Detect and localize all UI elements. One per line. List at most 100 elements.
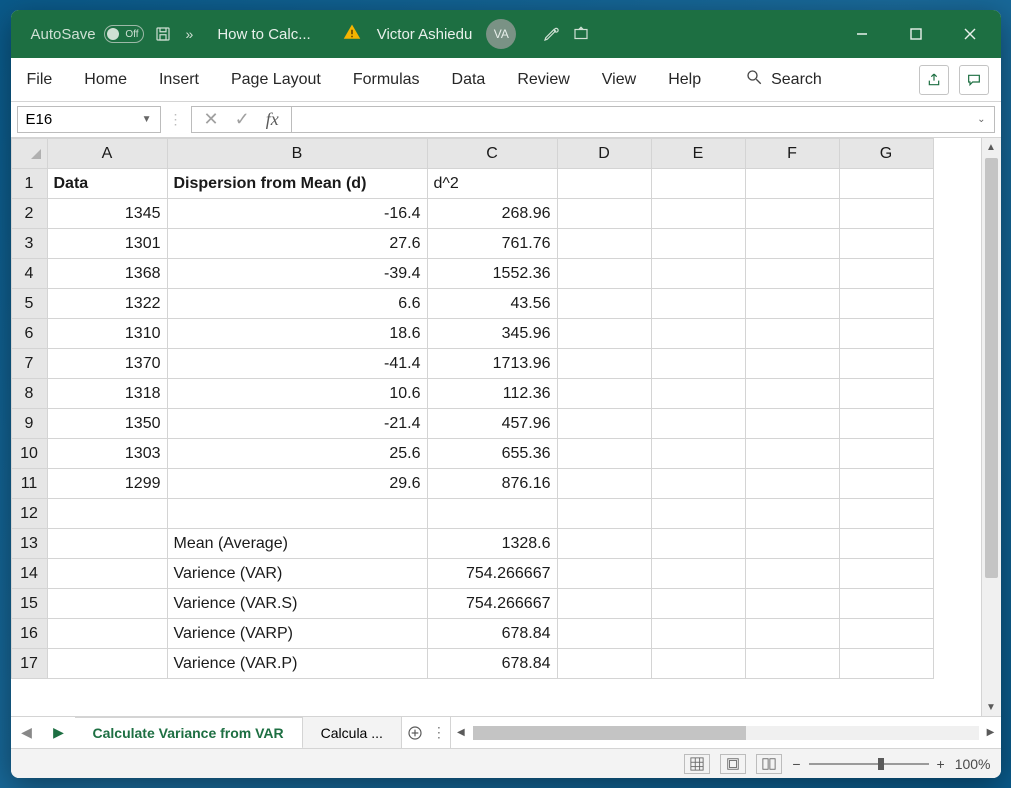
cell[interactable] [651, 349, 745, 379]
cell[interactable] [557, 559, 651, 589]
select-all-corner[interactable] [11, 139, 47, 169]
cell[interactable] [557, 529, 651, 559]
hscroll-right-icon[interactable]: ▶ [981, 727, 1001, 738]
sheet-tab-next[interactable]: Calcula ... [303, 717, 402, 748]
row-header[interactable]: 13 [11, 529, 47, 559]
cell[interactable] [557, 319, 651, 349]
cell[interactable] [839, 469, 933, 499]
cell[interactable]: -39.4 [167, 259, 427, 289]
cell[interactable]: 1318 [47, 379, 167, 409]
cell[interactable]: 1350 [47, 409, 167, 439]
cell[interactable] [557, 499, 651, 529]
cell[interactable] [839, 649, 933, 679]
cell[interactable]: 1310 [47, 319, 167, 349]
row-header[interactable]: 4 [11, 259, 47, 289]
row-header[interactable]: 14 [11, 559, 47, 589]
cell[interactable] [745, 349, 839, 379]
row-header[interactable]: 15 [11, 589, 47, 619]
row-header[interactable]: 3 [11, 229, 47, 259]
cell[interactable]: 1713.96 [427, 349, 557, 379]
row-header[interactable]: 8 [11, 379, 47, 409]
cell[interactable] [557, 259, 651, 289]
cell[interactable]: 761.76 [427, 229, 557, 259]
tab-review[interactable]: Review [513, 65, 573, 95]
col-header[interactable]: E [651, 139, 745, 169]
cell[interactable] [839, 319, 933, 349]
tab-help[interactable]: Help [664, 65, 705, 95]
cell[interactable] [651, 559, 745, 589]
hscroll-thumb[interactable] [473, 726, 746, 740]
cell[interactable]: 678.84 [427, 619, 557, 649]
cell[interactable] [557, 229, 651, 259]
cell[interactable] [557, 469, 651, 499]
cell[interactable]: 678.84 [427, 649, 557, 679]
cell[interactable] [745, 469, 839, 499]
view-normal-button[interactable] [684, 754, 710, 774]
row-header[interactable]: 10 [11, 439, 47, 469]
comments-button[interactable] [959, 65, 989, 95]
cell[interactable] [745, 229, 839, 259]
cell[interactable] [745, 319, 839, 349]
cell[interactable]: 268.96 [427, 199, 557, 229]
cell[interactable] [651, 499, 745, 529]
warning-icon[interactable] [343, 23, 361, 45]
cell[interactable] [745, 559, 839, 589]
cancel-icon[interactable]: ✕ [204, 109, 219, 130]
row-header[interactable]: 11 [11, 469, 47, 499]
col-header[interactable]: A [47, 139, 167, 169]
cell[interactable]: -21.4 [167, 409, 427, 439]
tab-view[interactable]: View [598, 65, 640, 95]
cell[interactable] [47, 619, 167, 649]
cell[interactable]: Varience (VAR) [167, 559, 427, 589]
cell[interactable] [47, 499, 167, 529]
cell[interactable] [47, 589, 167, 619]
cell[interactable] [745, 289, 839, 319]
cell[interactable]: 754.266667 [427, 589, 557, 619]
cell[interactable] [745, 199, 839, 229]
autosave-toggle[interactable]: Off [104, 25, 144, 43]
col-header[interactable]: D [557, 139, 651, 169]
cell[interactable] [651, 619, 745, 649]
tab-nav-prev[interactable]: ◀ [11, 717, 43, 748]
cell[interactable]: 345.96 [427, 319, 557, 349]
cell[interactable] [651, 259, 745, 289]
tab-home[interactable]: Home [80, 65, 131, 95]
cell[interactable] [651, 589, 745, 619]
add-sheet-button[interactable] [402, 717, 428, 748]
row-header[interactable]: 5 [11, 289, 47, 319]
cell[interactable] [557, 439, 651, 469]
cell[interactable] [557, 289, 651, 319]
scroll-up-icon[interactable]: ▲ [982, 138, 1001, 156]
cell[interactable]: -41.4 [167, 349, 427, 379]
cell[interactable] [651, 199, 745, 229]
tab-nav-next[interactable]: ▶ [43, 717, 75, 748]
cell[interactable] [651, 649, 745, 679]
row-header[interactable]: 17 [11, 649, 47, 679]
cell[interactable]: 876.16 [427, 469, 557, 499]
share-button[interactable] [919, 65, 949, 95]
cell[interactable]: 1368 [47, 259, 167, 289]
minimize-button[interactable] [839, 10, 885, 58]
cell[interactable] [47, 529, 167, 559]
cell[interactable]: 1301 [47, 229, 167, 259]
accept-icon[interactable]: ✓ [235, 109, 250, 130]
cell[interactable] [557, 649, 651, 679]
cell[interactable] [839, 559, 933, 589]
cell[interactable] [745, 499, 839, 529]
col-header[interactable]: G [839, 139, 933, 169]
cell[interactable]: 1370 [47, 349, 167, 379]
cell[interactable]: 6.6 [167, 289, 427, 319]
cell[interactable]: 1303 [47, 439, 167, 469]
zoom-handle[interactable] [878, 758, 884, 770]
cell[interactable] [839, 379, 933, 409]
cell[interactable] [167, 499, 427, 529]
cell[interactable] [839, 199, 933, 229]
cell[interactable] [651, 379, 745, 409]
cell[interactable] [839, 589, 933, 619]
horizontal-scrollbar[interactable]: ◀ ▶ [450, 717, 1001, 748]
cell[interactable]: 18.6 [167, 319, 427, 349]
row-header[interactable]: 9 [11, 409, 47, 439]
cell[interactable]: 43.56 [427, 289, 557, 319]
cell[interactable] [745, 589, 839, 619]
ribbon-mode-icon[interactable] [570, 23, 592, 45]
